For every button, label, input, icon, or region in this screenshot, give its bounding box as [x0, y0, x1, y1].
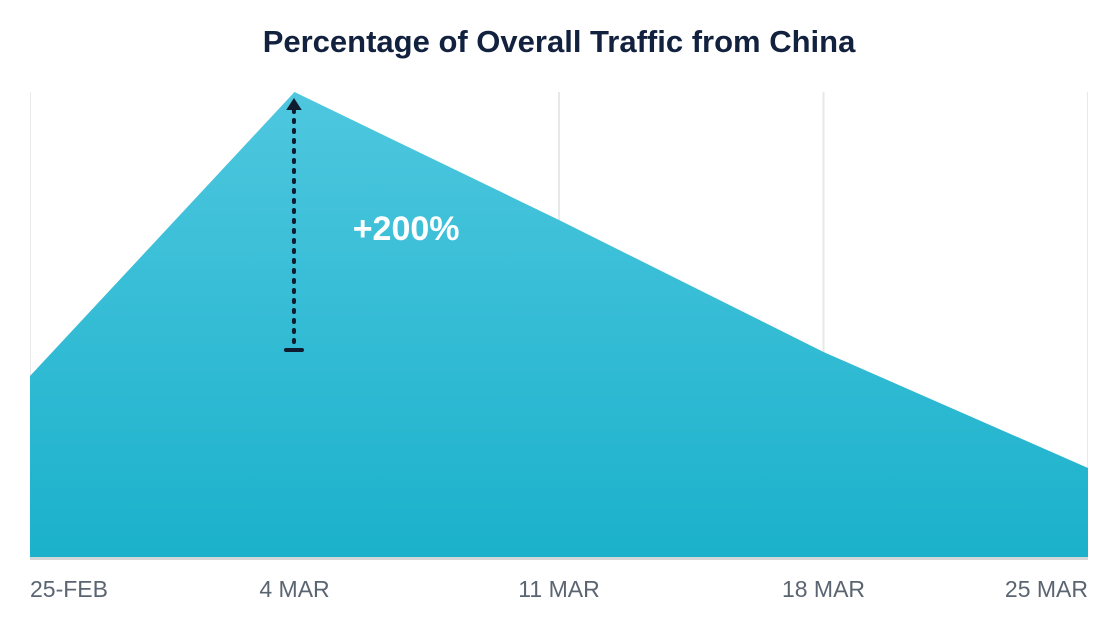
x-axis-label: 4 MAR — [259, 576, 329, 603]
peak-annotation-label: +200% — [353, 210, 460, 249]
x-axis-label: 11 MAR — [518, 576, 599, 603]
chart-plot: +200% — [30, 92, 1088, 558]
area-chart-svg — [30, 92, 1088, 558]
x-axis-label: 18 MAR — [782, 576, 865, 603]
chart-container: Percentage of Overall Traffic from China… — [0, 0, 1118, 644]
chart-title: Percentage of Overall Traffic from China — [0, 24, 1118, 60]
x-axis-baseline — [30, 557, 1088, 560]
x-axis-label: 25-FEB — [30, 576, 108, 603]
x-axis-label: 25 MAR — [1005, 576, 1088, 603]
x-axis-labels: 25-FEB 4 MAR 11 MAR 18 MAR 25 MAR — [30, 576, 1088, 616]
